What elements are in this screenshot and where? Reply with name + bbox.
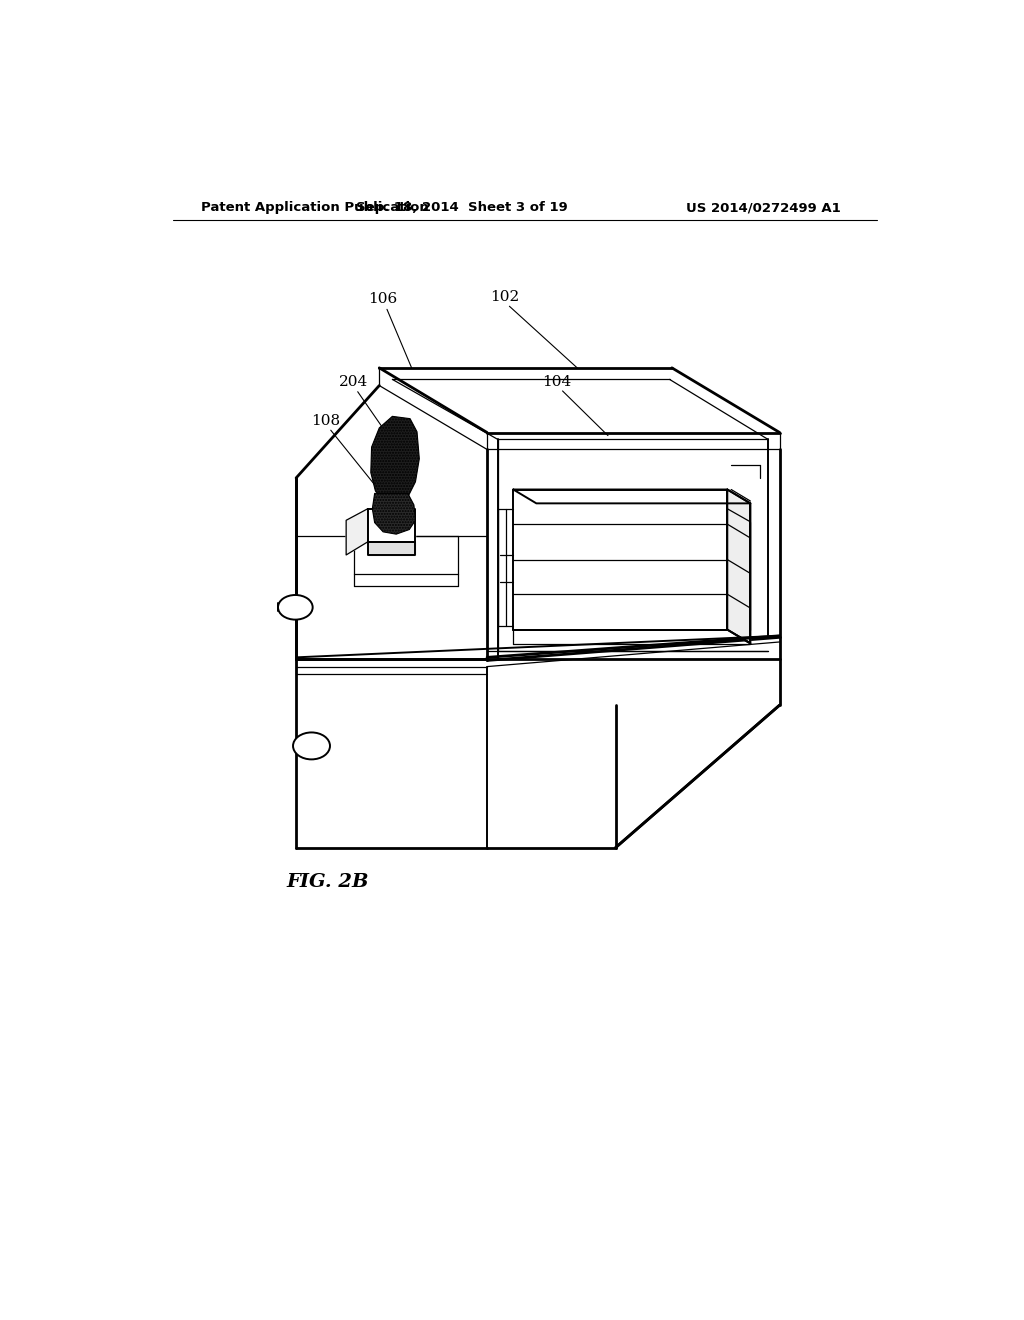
Text: 102: 102 (490, 290, 519, 304)
Text: US 2014/0272499 A1: US 2014/0272499 A1 (686, 201, 842, 214)
Text: 108: 108 (311, 414, 340, 428)
Text: Sep. 18, 2014  Sheet 3 of 19: Sep. 18, 2014 Sheet 3 of 19 (355, 201, 567, 214)
Polygon shape (513, 490, 751, 503)
Ellipse shape (293, 733, 330, 759)
Text: 106: 106 (369, 292, 397, 306)
Text: 204: 204 (339, 375, 368, 389)
Polygon shape (368, 543, 416, 554)
Text: Patent Application Publication: Patent Application Publication (202, 201, 429, 214)
Text: 104: 104 (543, 375, 571, 388)
Polygon shape (727, 490, 751, 644)
Polygon shape (513, 490, 727, 630)
Polygon shape (373, 494, 416, 535)
Polygon shape (371, 416, 419, 503)
Ellipse shape (278, 595, 312, 619)
Polygon shape (346, 508, 368, 554)
Text: FIG. 2B: FIG. 2B (286, 874, 369, 891)
Polygon shape (368, 508, 416, 543)
